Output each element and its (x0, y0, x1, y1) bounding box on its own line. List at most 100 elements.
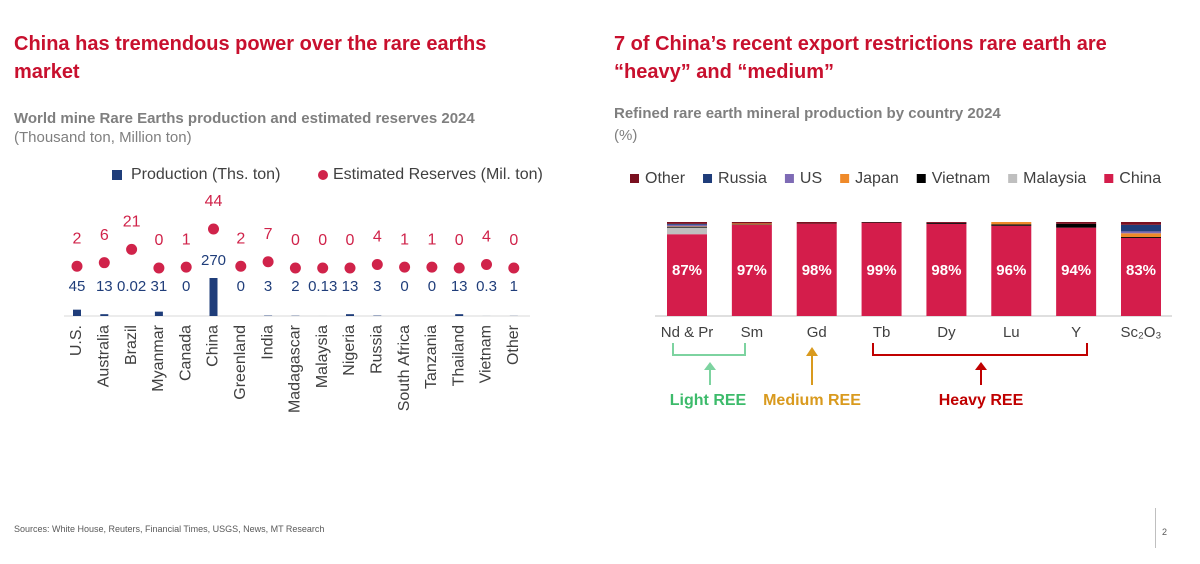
bar-segment (731, 224, 772, 316)
light-arrowhead (704, 362, 716, 370)
bar-segment (667, 227, 707, 235)
x-tick-label: China (205, 325, 222, 367)
reserve-label: 4 (373, 229, 382, 246)
x-tick-label: Vietnam (478, 325, 495, 383)
reserve-label: 1 (400, 231, 409, 248)
value-label: 96% (996, 262, 1026, 279)
heavy-bracket (872, 343, 1088, 356)
legend-label: Japan (855, 170, 899, 187)
production-bar (100, 314, 109, 316)
legend-label: Estimated Reserves (Mil. ton) (333, 166, 543, 183)
legend-label: China (1119, 170, 1161, 187)
x-tick-label: India (259, 325, 276, 360)
heavy-arrowhead (975, 362, 987, 370)
reserve-label: 2 (236, 230, 245, 247)
bar-segment (1121, 224, 1161, 232)
value-label: 99% (867, 262, 897, 279)
bar-segment (667, 226, 707, 228)
bar-segment (861, 222, 902, 316)
bar-segment (1121, 237, 1161, 316)
legend-swatch (1104, 174, 1114, 183)
reserve-label: 2 (73, 230, 82, 247)
reserve-dot (426, 261, 438, 273)
reserve-dot (399, 261, 411, 273)
reserve-dot (344, 262, 356, 274)
x-tick-label: Malaysia (314, 325, 331, 388)
production-bar (455, 314, 464, 316)
reserve-dot (126, 243, 138, 255)
reserve-label: 44 (205, 193, 223, 210)
reserve-dot (481, 258, 492, 270)
x-tick-label: Nigeria (341, 325, 358, 376)
right-heading: 7 of China’s recent export restrictions … (614, 33, 1107, 83)
production-label: 31 (151, 278, 168, 295)
reserve-label: 0 (291, 232, 300, 249)
reserve-dot (180, 261, 192, 273)
reserve-label: 1 (182, 231, 191, 248)
reserve-dot (289, 262, 301, 274)
bar-segment (667, 234, 707, 316)
reserve-label: 21 (123, 214, 141, 231)
x-tick-label: Tb (873, 324, 891, 341)
production-label: 0 (428, 278, 436, 295)
bar-segment (1056, 223, 1097, 228)
annotation: Medium REE (763, 392, 861, 409)
legend-label: Vietnam (932, 170, 990, 187)
legend-swatch (112, 170, 122, 180)
value-label: 98% (802, 262, 832, 279)
production-label: 3 (373, 278, 381, 295)
x-tick-label: Brazil (123, 325, 140, 365)
reserve-label: 4 (482, 229, 491, 246)
bar-segment (796, 223, 837, 316)
bar-segment (1121, 222, 1161, 225)
production-label: 13 (451, 278, 468, 295)
legend-swatch (630, 174, 639, 183)
bar-segment (1056, 222, 1097, 224)
production-label: 13 (96, 278, 113, 295)
x-tick-label: Madagascar (287, 324, 304, 413)
reserve-dot (371, 258, 383, 270)
bar-segment (926, 222, 967, 223)
legend-label: US (800, 170, 822, 187)
right-chart-title: Refined rare earth mineral production by… (614, 105, 1001, 122)
reserve-dot (71, 260, 83, 272)
production-bar (209, 278, 218, 316)
reserve-dot (235, 260, 247, 272)
bar-segment (926, 223, 967, 316)
production-label: 0.3 (476, 278, 497, 295)
production-bar (346, 314, 354, 316)
production-label: 0 (400, 278, 408, 295)
left-chart-subtitle: (Thousand ton, Million ton) (14, 129, 192, 146)
legend-label: Production (Ths. ton) (131, 166, 280, 183)
reserve-dot (508, 262, 520, 274)
x-tick-label: Nd & Pr (661, 324, 714, 341)
bar-segment (926, 222, 967, 224)
reserve-label: 0 (346, 232, 355, 249)
legend-swatch (703, 174, 713, 183)
divider (1155, 508, 1156, 548)
production-label: 0 (237, 278, 245, 295)
reserve-label: 0 (509, 232, 518, 249)
bar-segment (667, 224, 707, 227)
reserve-label: 0 (154, 232, 163, 249)
production-label: 0 (182, 278, 190, 295)
medium-arrowhead (806, 347, 818, 356)
bar-segment (1121, 237, 1161, 238)
reserve-dot (262, 256, 274, 268)
x-tick-label: Sm (741, 324, 764, 341)
production-label: 1 (510, 278, 518, 295)
x-tick-label: Australia (96, 325, 113, 387)
production-bar (73, 309, 81, 316)
legend-swatch (318, 170, 328, 180)
legend-swatch (916, 174, 926, 183)
sources: Sources: White House, Reuters, Financial… (14, 524, 325, 534)
x-tick-label: Dy (937, 324, 956, 341)
reserve-dot (317, 262, 329, 274)
x-tick-label: Lu (1003, 324, 1020, 341)
value-label: 97% (737, 262, 767, 279)
bracket-lines (672, 343, 1088, 385)
legend-swatch (840, 174, 850, 183)
production-label: 270 (201, 252, 226, 269)
production-label: 2 (291, 278, 299, 295)
